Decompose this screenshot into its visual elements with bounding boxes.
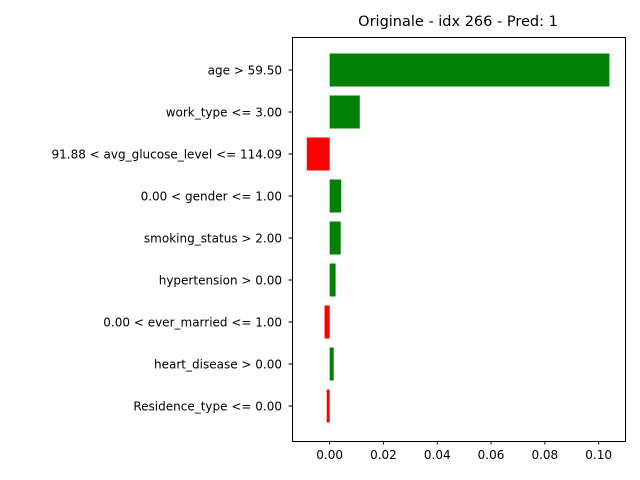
y-tick-label-3: 0.00 < gender <= 1.00 (141, 190, 282, 204)
x-tick-label-1: 0.02 (370, 448, 397, 462)
bar-4 (329, 221, 341, 255)
bar-6 (324, 305, 330, 339)
x-tick-label-4: 0.08 (531, 448, 558, 462)
y-tick-label-2: 91.88 < avg_glucose_level <= 114.09 (51, 148, 282, 162)
bars-group (306, 53, 610, 423)
bar-8 (326, 389, 330, 423)
x-axis: 0.00 0.02 0.04 0.06 0.08 0.10 (316, 441, 612, 462)
bar-1 (329, 95, 360, 129)
y-tick-label-7: heart_disease > 0.00 (154, 358, 282, 372)
bar-0 (329, 53, 610, 87)
y-tick-label-1: work_type <= 3.00 (166, 106, 282, 120)
y-tick-label-6: 0.00 < ever_married <= 1.00 (103, 316, 282, 330)
x-tick-label-5: 0.10 (585, 448, 612, 462)
x-tick-label-3: 0.06 (478, 448, 505, 462)
y-tick-label-5: hypertension > 0.00 (159, 274, 282, 288)
x-tick-label-2: 0.04 (424, 448, 451, 462)
y-axis: age > 59.50 work_type <= 3.00 91.88 < avg_… (51, 64, 292, 414)
bar-5 (329, 263, 336, 297)
x-tick-label-0: 0.00 (316, 448, 343, 462)
bar-7 (329, 347, 334, 381)
y-tick-label-8: Residence_type <= 0.00 (133, 400, 282, 414)
y-tick-label-0: age > 59.50 (208, 64, 282, 78)
y-tick-label-4: smoking_status > 2.00 (144, 232, 282, 246)
plot-area-frame (292, 37, 626, 442)
bar-2 (306, 137, 330, 171)
bar-3 (329, 179, 342, 213)
chart-title: Originale - idx 266 - Pred: 1 (358, 14, 558, 30)
